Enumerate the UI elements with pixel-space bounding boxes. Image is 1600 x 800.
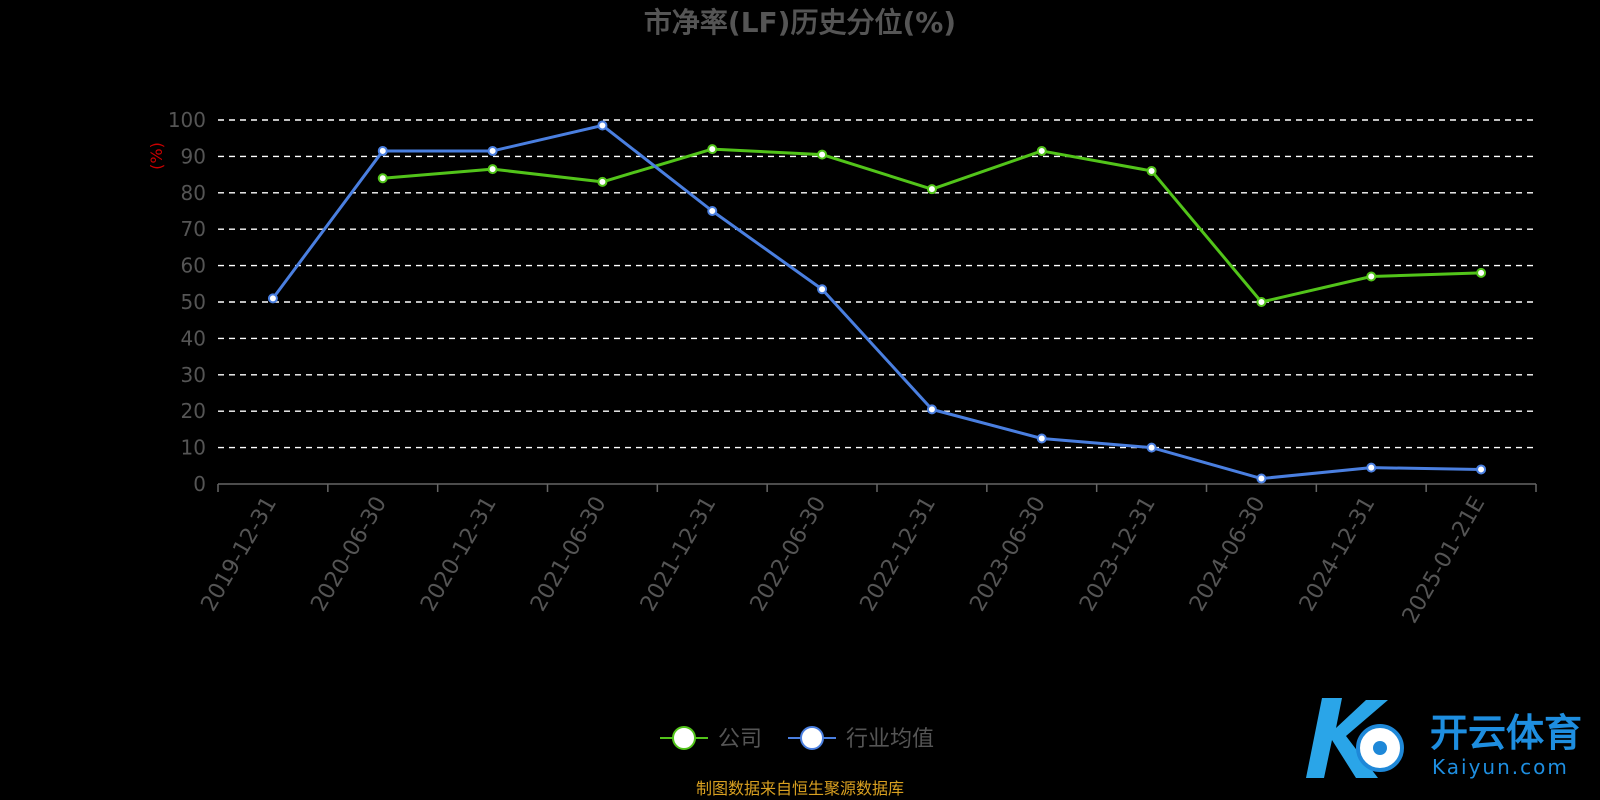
x-tick-label: 2022-12-31: [856, 493, 942, 616]
axes: 0 10 20 30 40 50 60 70 80 90 100 2019-12-31 2020-06-…: [168, 108, 1537, 628]
chart-title: 市净率(LF)历史分位(%): [644, 6, 956, 39]
data-point[interactable]: [487, 164, 498, 175]
legend-label: 公司: [718, 727, 762, 752]
data-point[interactable]: [817, 149, 828, 160]
logo-brand-cn: 开云体育: [1430, 711, 1582, 755]
data-point[interactable]: [707, 144, 718, 155]
data-point[interactable]: [1256, 473, 1267, 484]
data-point[interactable]: [597, 176, 608, 187]
y-tick-label: 70: [181, 217, 206, 241]
y-axis-label: (%): [147, 142, 166, 170]
y-tick-label: 0: [193, 472, 206, 496]
y-tick-label: 40: [181, 326, 206, 350]
legend-item-company[interactable]: 公司: [660, 726, 762, 752]
data-point[interactable]: [377, 145, 388, 156]
series-line: [382, 147, 1482, 304]
data-point[interactable]: [926, 184, 937, 195]
data-point[interactable]: [707, 206, 718, 216]
data-point[interactable]: [1476, 267, 1487, 278]
y-tick-label: 30: [181, 363, 206, 387]
brand-logo: 开云体育 Kaiyun.com: [1306, 698, 1582, 779]
y-tick-label: 20: [181, 399, 206, 423]
data-point[interactable]: [817, 284, 828, 295]
logo-k-glyph: [1306, 698, 1388, 778]
data-point[interactable]: [1476, 464, 1487, 475]
y-tick-label: 50: [181, 290, 206, 314]
y-tick-label: 90: [181, 144, 206, 168]
data-point[interactable]: [1366, 462, 1377, 473]
logo-brand-en: Kaiyun.com: [1432, 755, 1569, 779]
legend-marker-icon: [672, 726, 696, 750]
data-point[interactable]: [1036, 433, 1047, 444]
x-tick-label: 2021-06-30: [526, 493, 612, 616]
x-tick-label: 2025-01-21E: [1398, 493, 1491, 628]
y-tick-label: 80: [181, 181, 206, 205]
data-point[interactable]: [1146, 442, 1157, 453]
x-tick-label: 2019-12-31: [197, 493, 283, 616]
x-tick-label: 2023-12-31: [1075, 493, 1161, 616]
data-point[interactable]: [267, 293, 278, 304]
data-point[interactable]: [1146, 165, 1157, 176]
y-tick-label: 10: [181, 436, 206, 460]
series-layer: [267, 120, 1487, 484]
x-tick-label: 2024-12-31: [1295, 493, 1381, 616]
data-point[interactable]: [926, 404, 937, 415]
y-tick-label: 60: [181, 254, 206, 278]
data-point[interactable]: [1256, 297, 1267, 307]
x-tick-label: 2021-12-31: [636, 493, 722, 616]
x-tick-label: 2020-06-30: [306, 493, 392, 616]
series-company: [377, 144, 1487, 307]
x-tick-label: 2024-06-30: [1185, 493, 1271, 616]
data-point[interactable]: [1036, 145, 1047, 156]
series-industry-average: [267, 120, 1487, 484]
legend[interactable]: 公司 行业均值: [660, 726, 934, 752]
series-line: [271, 123, 1482, 481]
legend-item-industry-average[interactable]: 行业均值: [788, 726, 934, 752]
data-point[interactable]: [1366, 271, 1377, 282]
legend-label: 行业均值: [846, 727, 934, 752]
x-tick-label: 2020-12-31: [416, 493, 502, 616]
x-tick-label: 2022-06-30: [746, 493, 832, 616]
legend-marker-icon: [800, 726, 824, 750]
y-tick-label: 100: [168, 108, 206, 132]
source-note: 制图数据来自恒生聚源数据库: [696, 779, 904, 798]
data-point[interactable]: [487, 145, 498, 156]
data-point[interactable]: [597, 120, 608, 131]
data-point[interactable]: [377, 173, 388, 184]
x-tick-label: 2023-06-30: [965, 493, 1051, 616]
logo-ball-center: [1373, 741, 1387, 755]
